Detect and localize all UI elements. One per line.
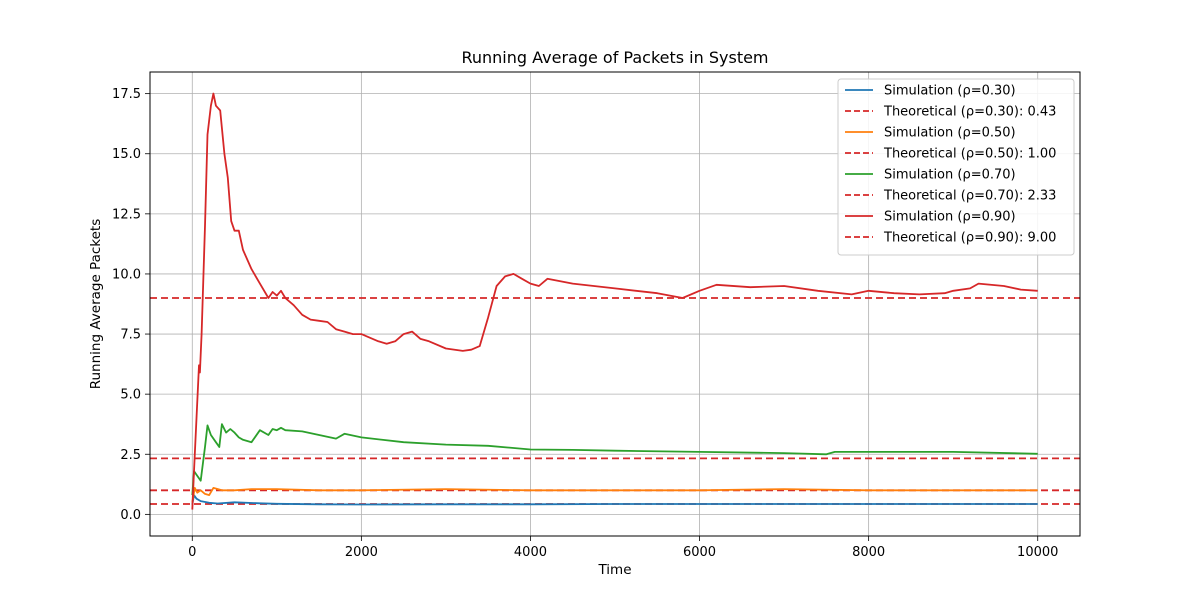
x-tick-label: 8000 xyxy=(852,545,885,560)
y-tick-label: 10.0 xyxy=(112,267,141,282)
chart-title: Running Average of Packets in System xyxy=(461,48,768,67)
y-axis-ticks: 0.0 2.5 5.0 7.5 10.0 12.5 15.0 17.5 xyxy=(112,87,150,523)
legend: Simulation (ρ=0.30) Theoretical (ρ=0.30):… xyxy=(837,78,1075,256)
legend-box xyxy=(837,78,1075,256)
grid-lines xyxy=(150,72,1080,536)
x-axis-label: Time xyxy=(597,562,631,578)
y-tick-label: 7.5 xyxy=(120,328,141,343)
legend-entry: Theoretical (ρ=0.90): 9.00 xyxy=(883,231,1056,246)
simulation-line xyxy=(191,423,1038,496)
legend-entry: Simulation (ρ=0.70) xyxy=(884,168,1016,183)
y-tick-label: 15.0 xyxy=(112,147,141,162)
y-tick-label: 2.5 xyxy=(120,448,141,463)
y-tick-label: 17.5 xyxy=(112,87,141,102)
legend-entry: Theoretical (ρ=0.50): 1.00 xyxy=(883,147,1056,162)
legend-entry: Theoretical (ρ=0.70): 2.33 xyxy=(883,189,1056,204)
plot-frame xyxy=(149,71,1081,537)
simulation-line xyxy=(191,494,1038,506)
y-axis-label: Running Average Packets xyxy=(88,219,104,390)
legend-entry: Theoretical (ρ=0.30): 0.43 xyxy=(883,105,1056,120)
x-tick-label: 2000 xyxy=(345,545,378,560)
x-tick-label: 6000 xyxy=(683,545,716,560)
y-tick-label: 0.0 xyxy=(120,508,141,523)
legend-entry: Simulation (ρ=0.30) xyxy=(884,84,1016,99)
legend-entry: Simulation (ρ=0.90) xyxy=(884,210,1016,225)
x-tick-label: 10000 xyxy=(1017,545,1058,560)
simulation-line xyxy=(191,487,1038,503)
y-tick-label: 12.5 xyxy=(112,207,141,222)
x-tick-label: 0 xyxy=(188,545,196,560)
y-tick-label: 5.0 xyxy=(120,388,141,403)
x-axis-ticks: 0 2000 4000 6000 8000 10000 xyxy=(188,536,1058,560)
x-tick-label: 4000 xyxy=(514,545,547,560)
legend-entry: Simulation (ρ=0.50) xyxy=(884,126,1016,141)
simulation-line xyxy=(191,92,1038,510)
simulation-lines xyxy=(191,92,1038,510)
